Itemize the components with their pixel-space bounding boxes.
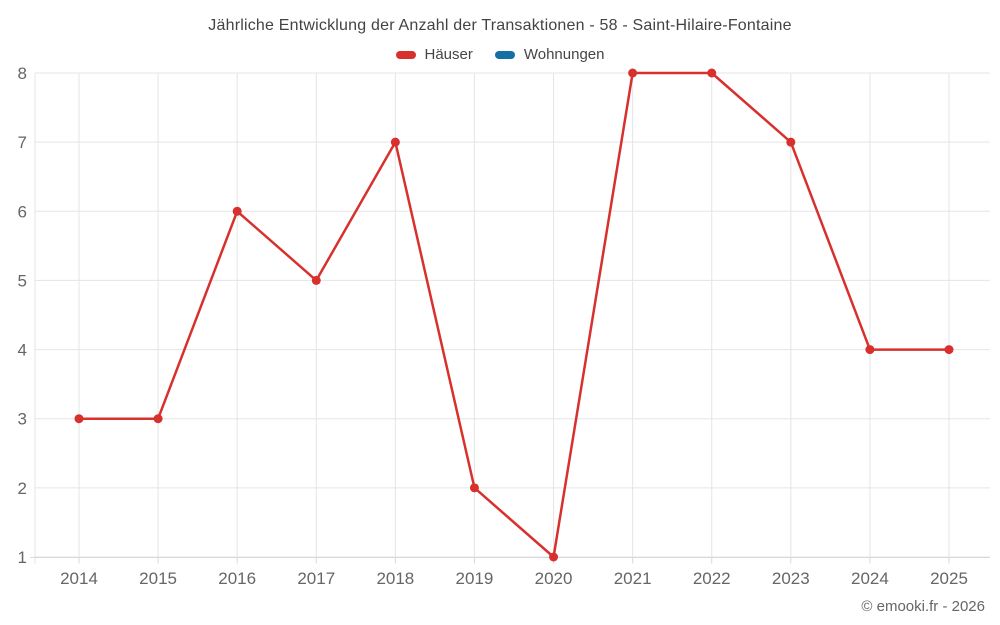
- x-tick-label: 2014: [60, 569, 98, 588]
- footer-credit: © emooki.fr - 2026: [861, 598, 985, 615]
- x-tick-label: 2019: [456, 569, 494, 588]
- data-point-2020[interactable]: [549, 552, 559, 562]
- x-tick-label: 2025: [930, 569, 968, 588]
- y-tick-label: 6: [18, 202, 27, 221]
- data-point-2014[interactable]: [74, 414, 84, 424]
- axis-labels-layer: 1 2 3 4 5 6 7 8 2014 2015 2016 2017 2018 2019 2020 2021…: [18, 64, 968, 588]
- x-tick-label: 2020: [535, 569, 573, 588]
- data-point-2023[interactable]: [786, 137, 796, 147]
- y-tick-label: 3: [18, 410, 27, 429]
- data-point-2019[interactable]: [469, 483, 479, 493]
- legend-item-hauser[interactable]: Häuser: [395, 46, 473, 63]
- y-tick-label: 5: [18, 271, 27, 290]
- x-tick-label: 2018: [376, 569, 414, 588]
- grid-layer: [34, 72, 990, 564]
- chart-title: Jährliche Entwicklung der Anzahl der Tra…: [208, 17, 792, 34]
- data-point-2022[interactable]: [707, 68, 717, 78]
- series-line-häuser: [77, 71, 951, 559]
- axis-layer: [30, 557, 990, 564]
- data-point-2016[interactable]: [232, 206, 242, 216]
- data-point-2015[interactable]: [153, 414, 163, 424]
- data-point-2021[interactable]: [628, 68, 638, 78]
- data-point-2025[interactable]: [944, 345, 954, 355]
- legend-swatch-hauser-icon: [395, 50, 416, 59]
- x-tick-label: 2015: [139, 569, 177, 588]
- legend-item-wohnungen[interactable]: Wohnungen: [494, 46, 605, 63]
- x-tick-label: 2021: [614, 569, 652, 588]
- data-point-2018[interactable]: [390, 137, 400, 147]
- x-tick-label: 2016: [218, 569, 256, 588]
- legend-label-wohnungen: Wohnungen: [523, 46, 605, 63]
- y-tick-label: 7: [18, 133, 27, 152]
- x-tick-label: 2022: [693, 569, 731, 588]
- x-tick-label: 2017: [297, 569, 335, 588]
- x-tick-label: 2023: [772, 569, 810, 588]
- data-point-2024[interactable]: [865, 345, 875, 355]
- y-tick-label: 8: [18, 64, 27, 83]
- y-tick-label: 4: [18, 341, 27, 360]
- legend-label-hauser: Häuser: [424, 46, 473, 63]
- data-point-2017[interactable]: [311, 275, 321, 285]
- chart-legend: Häuser Wohnungen: [0, 46, 1000, 63]
- y-tick-label: 1: [18, 548, 27, 567]
- legend-swatch-wohnungen-icon: [494, 50, 515, 59]
- x-tick-label: 2024: [851, 569, 889, 588]
- series-layer: [74, 68, 954, 562]
- y-tick-label: 2: [18, 479, 27, 498]
